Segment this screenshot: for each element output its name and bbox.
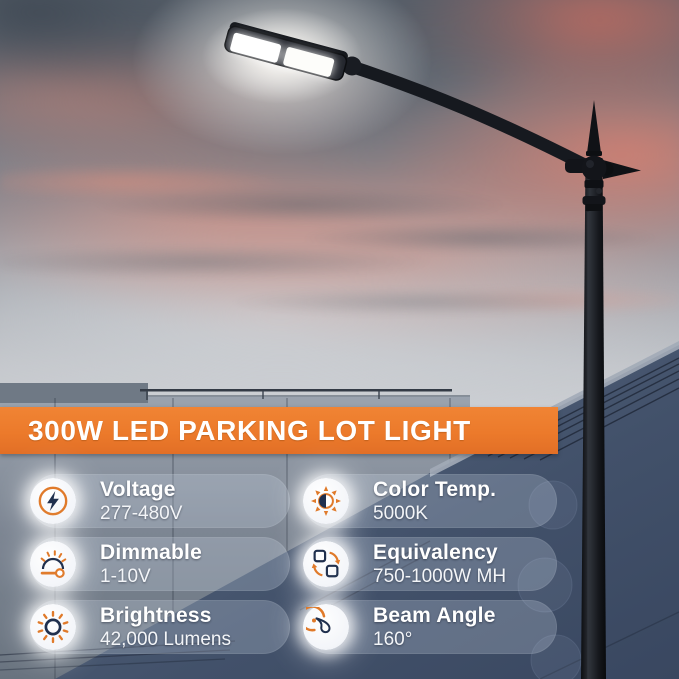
fixture-knuckle: [342, 56, 362, 76]
led-panel-right: [283, 47, 335, 77]
led-panel-left: [230, 32, 282, 63]
finial-hub: [581, 155, 607, 181]
spec-row-voltage: Voltage 277-480V: [30, 474, 290, 528]
sun-half-icon: [303, 478, 349, 524]
spec-row-dimmable: Dimmable 1-10V: [30, 537, 290, 591]
spec-row-brightness: Brightness 42,000 Lumens: [30, 600, 290, 654]
spec-row-beam-angle: Beam Angle 160°: [303, 600, 557, 654]
roof-railing: [140, 389, 452, 392]
dimmer-slider-icon: [30, 541, 76, 587]
spec-label: Brightness: [100, 604, 212, 627]
spec-row-equivalency: Equivalency 750-1000W MH: [303, 537, 557, 591]
spec-value: 5000K: [373, 503, 428, 524]
wall-circles: [517, 480, 582, 679]
finial-spike-top: [587, 100, 601, 153]
spec-label: Voltage: [100, 478, 176, 501]
spec-column-right: Color Temp. 5000K Equivalency 750-1000W …: [303, 474, 557, 663]
product-title-banner: 300W LED PARKING LOT LIGHT: [0, 407, 558, 454]
spec-row-color-temp: Color Temp. 5000K: [303, 474, 557, 528]
spec-value: 160°: [373, 629, 413, 650]
led-fixture: [224, 22, 362, 81]
sun-rays-icon: [30, 604, 76, 650]
spec-value: 277-480V: [100, 503, 183, 524]
swap-squares-icon: [303, 541, 349, 587]
beam-gauge-icon: [303, 604, 349, 650]
spec-label: Color Temp.: [373, 478, 497, 501]
finial-spike-right: [603, 160, 641, 179]
light-arm: [343, 59, 590, 171]
spec-value: 42,000 Lumens: [100, 629, 231, 650]
product-title: 300W LED PARKING LOT LIGHT: [28, 415, 471, 446]
spec-label: Dimmable: [100, 541, 202, 564]
lightning-bolt-icon: [30, 478, 76, 524]
spec-column-left: Voltage 277-480V: [30, 474, 290, 663]
spec-value: 750-1000W MH: [373, 566, 507, 587]
spec-label: Equivalency: [373, 541, 498, 564]
light-pole: [565, 100, 641, 679]
spec-value: 1-10V: [100, 566, 151, 587]
spec-label: Beam Angle: [373, 604, 496, 627]
